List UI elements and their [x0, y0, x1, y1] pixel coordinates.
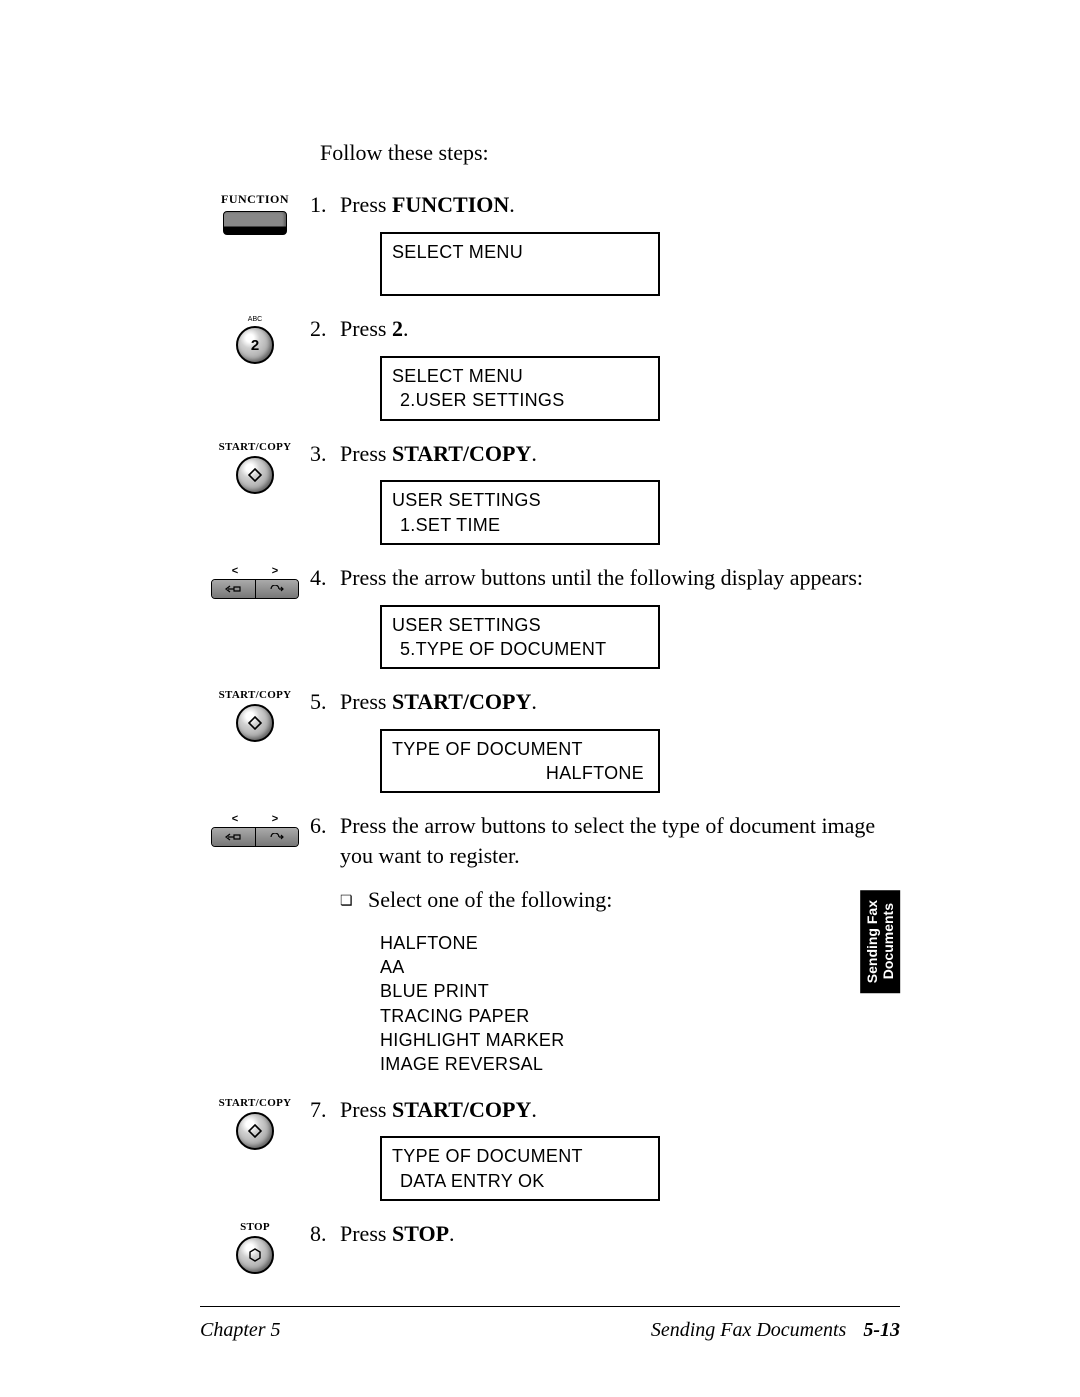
option: TRACING PAPER [380, 1004, 900, 1028]
page-footer: Chapter 5 Sending Fax Documents 5-13 [200, 1319, 900, 1342]
diamond-icon [248, 716, 262, 730]
step-text: Press the arrow buttons to select the ty… [340, 811, 900, 870]
left-arrow-icon [225, 833, 241, 841]
stop-button-icon: STOP [236, 1221, 274, 1274]
right-arrow-icon [269, 585, 285, 593]
option: AA [380, 955, 900, 979]
section-tab: Sending Fax Documents [860, 890, 900, 993]
bullet-icon: ❏ [340, 893, 368, 910]
option: HALFTONE [380, 931, 900, 955]
start-copy-button-icon: START/COPY [219, 689, 292, 742]
step-text: Press STOP. [340, 1219, 900, 1249]
step-text: Press START/COPY. [340, 687, 900, 717]
icon-startcopy: START/COPY [200, 1095, 310, 1150]
options-list: HALFTONE AA BLUE PRINT TRACING PAPER HIG… [380, 931, 900, 1077]
manual-page: Follow these steps: FUNCTION 1. Press FU… [0, 0, 1080, 1397]
step-number: 4. [310, 563, 340, 593]
lcd-display: USER SETTINGS 5.TYPE OF DOCUMENT [380, 605, 660, 670]
step-text: Press FUNCTION. [340, 190, 900, 220]
step-text: Press the arrow buttons until the follow… [340, 563, 900, 593]
lcd-display: USER SETTINGS 1.SET TIME [380, 480, 660, 545]
option: HIGHLIGHT MARKER [380, 1028, 900, 1052]
diamond-icon [248, 468, 262, 482]
step-number: 7. [310, 1095, 340, 1125]
step-number: 1. [310, 190, 340, 220]
icon-two: ABC 2 [200, 314, 310, 364]
footer-rule [200, 1306, 900, 1307]
option: IMAGE REVERSAL [380, 1052, 900, 1076]
step-8: STOP 8. Press STOP. [200, 1219, 900, 1274]
step-5: START/COPY 5. Press START/COPY. TYPE OF … [200, 687, 900, 793]
step-text: Press 2. [340, 314, 900, 344]
lcd-display: SELECT MENU [380, 232, 660, 297]
icon-stop: STOP [200, 1219, 310, 1274]
start-copy-button-icon: START/COPY [219, 441, 292, 494]
arrow-buttons-icon: < > [211, 813, 299, 847]
step-6: < > 6. Press the arrow buttons to select… [200, 811, 900, 1076]
bullet: ❏ Select one of the following: [340, 887, 900, 913]
step-3: START/COPY 3. Press START/COPY. USER SET… [200, 439, 900, 545]
intro-text: Follow these steps: [320, 140, 900, 166]
left-arrow-icon [225, 585, 241, 593]
footer-left: Chapter 5 [200, 1319, 281, 1342]
step-2: ABC 2 2. Press 2. SELECT MENU 2.USER SET… [200, 314, 900, 420]
lcd-display: SELECT MENU 2.USER SETTINGS [380, 356, 660, 421]
lcd-display: TYPE OF DOCUMENT HALFTONE [380, 729, 660, 794]
start-copy-button-icon: START/COPY [219, 1097, 292, 1150]
option: BLUE PRINT [380, 979, 900, 1003]
step-text: Press START/COPY. [340, 439, 900, 469]
keypad-2-icon: ABC 2 [236, 316, 274, 364]
step-number: 8. [310, 1219, 340, 1249]
step-number: 6. [310, 811, 340, 841]
stop-shape-icon [248, 1248, 262, 1262]
step-number: 5. [310, 687, 340, 717]
lcd-display: TYPE OF DOCUMENT DATA ENTRY OK [380, 1136, 660, 1201]
step-1: FUNCTION 1. Press FUNCTION. SELECT MENU [200, 190, 900, 296]
icon-startcopy: START/COPY [200, 439, 310, 494]
icon-arrows: < > [200, 563, 310, 599]
icon-startcopy: START/COPY [200, 687, 310, 742]
arrow-buttons-icon: < > [211, 565, 299, 599]
function-button-icon: FUNCTION [221, 192, 289, 235]
step-4: < > 4. Press the arrow buttons until the… [200, 563, 900, 669]
footer-right: Sending Fax Documents 5-13 [651, 1319, 900, 1342]
icon-function: FUNCTION [200, 190, 310, 235]
step-number: 3. [310, 439, 340, 469]
step-text: Press START/COPY. [340, 1095, 900, 1125]
diamond-icon [248, 1124, 262, 1138]
right-arrow-icon [269, 833, 285, 841]
step-7: START/COPY 7. Press START/COPY. TYPE OF … [200, 1095, 900, 1201]
step-number: 2. [310, 314, 340, 344]
icon-arrows: < > [200, 811, 310, 847]
